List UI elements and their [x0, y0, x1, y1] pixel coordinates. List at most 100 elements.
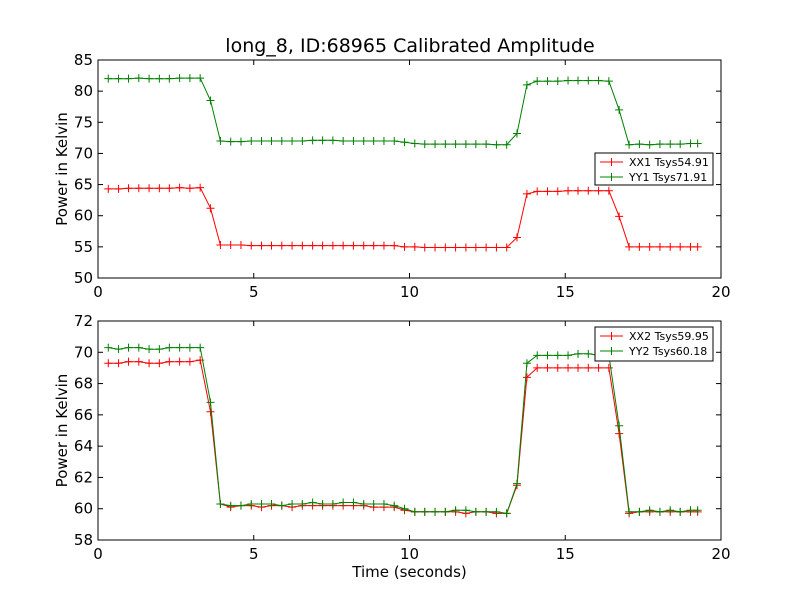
plot1-series-1-point — [615, 421, 624, 430]
plot0-series-0-point — [666, 242, 675, 251]
plot1-x-tick-label: 5 — [249, 545, 259, 563]
plot1-series-1-point — [645, 506, 654, 515]
plot1-legend-box — [594, 326, 714, 362]
plot0-series-1-point — [308, 136, 317, 145]
plot0-series-1-point — [349, 136, 358, 145]
plot0-series-1-point — [318, 136, 327, 145]
plot0-series-1-point — [441, 140, 450, 149]
plot0-series-0-point — [134, 184, 143, 193]
plot0-series-0-point — [328, 241, 337, 250]
plot0-series-1-point — [564, 76, 573, 85]
top-plot: 0 5 10 15 20 50 55 60 65 70 75 80 85 Power in Kelvin X… — [53, 51, 731, 301]
plot1-series-0-point — [615, 429, 624, 438]
plot0-series-0-point — [594, 186, 603, 195]
plot1-y-tick-label: 66 — [74, 406, 93, 424]
plot0-series-1-point — [584, 76, 593, 85]
plot1-series-1-point — [666, 506, 675, 515]
plot1-series-1-point — [267, 500, 276, 509]
plot1-series-1-point — [349, 498, 358, 507]
plot0-series-0-point — [676, 242, 685, 251]
plot0-series-0-point — [236, 240, 245, 249]
plot1-series-0-point — [553, 363, 562, 372]
plot1-series-0-point — [594, 363, 603, 372]
plot1-series-1-point — [318, 500, 327, 509]
plot0-series-1-point — [666, 140, 675, 149]
plot0-series-0-point — [114, 184, 123, 193]
plot1-x-tick-label: 10 — [400, 545, 419, 563]
plot0-y-tick-label: 65 — [74, 176, 93, 194]
plot1-y-tick-label: 60 — [74, 500, 93, 518]
plot0-series-0-point — [471, 243, 480, 252]
plot0-legend-box — [594, 152, 714, 186]
plot1-series-1-point — [185, 343, 194, 352]
plot1-series-1-point — [625, 507, 634, 516]
plot0-series-1-point — [328, 136, 337, 145]
plot0-series-0-point — [155, 184, 164, 193]
plot1-series-0-point — [185, 357, 194, 366]
plot0-series-0-point — [288, 241, 297, 250]
plot0-series-0-point — [247, 241, 256, 250]
figure-title: long_8, ID:68965 Calibrated Amplitude — [225, 35, 594, 57]
plot1-series-0-point — [564, 363, 573, 372]
plot0-y-tick-label: 60 — [74, 207, 93, 225]
plot0-series-1-point — [461, 140, 470, 149]
plot1-y-axis-label: Power in Kelvin — [53, 374, 71, 488]
plot0-series-0-point — [410, 242, 419, 251]
plot0-series-1-point — [410, 139, 419, 148]
plot0-series-0-point — [502, 243, 511, 252]
plot1-series-1-point — [369, 500, 378, 509]
plot1-series-0-point — [124, 357, 133, 366]
plot0-series-0-point — [574, 186, 583, 195]
plot0-legend-label-1: YY1 Tsys71.91 — [628, 171, 707, 184]
plot0-series-0-point — [615, 212, 624, 221]
plot0-series-0-point — [604, 186, 613, 195]
plot0-series-0-point — [267, 241, 276, 250]
plot0-series-1-point — [277, 136, 286, 145]
plot0-series-1-point — [502, 140, 511, 149]
plot0-series-1-point — [574, 76, 583, 85]
plot1-series-1-point — [155, 345, 164, 354]
plot0-series-0-point — [390, 241, 399, 250]
plot1-x-tick-label: 15 — [556, 545, 575, 563]
plot0-series-1-point — [185, 74, 194, 83]
plot1-series-0-point — [522, 373, 531, 382]
plot0-series-1-point — [594, 76, 603, 85]
plot0-series-1-point — [206, 96, 215, 105]
plot1-series-1-point — [420, 507, 429, 516]
plot1-series-1-point — [298, 500, 307, 509]
plot1-series-1-point — [308, 498, 317, 507]
plot1-series-1-point — [257, 500, 266, 509]
plot0-series-1-point — [655, 140, 664, 149]
plot1-x-tick-label: 0 — [93, 545, 103, 563]
plot1-y-tick-label: 72 — [74, 312, 93, 330]
plot0-series-1-point — [604, 77, 613, 86]
plot1-series-1-point — [431, 507, 440, 516]
plot0-series-0-point — [124, 184, 133, 193]
plot0-series-1-point — [216, 136, 225, 145]
plot0-y-tick-label: 75 — [74, 113, 93, 131]
plot1-series-0-point — [104, 359, 113, 368]
plot0-series-1-point — [522, 80, 531, 89]
plot0-series-0-point — [339, 241, 348, 250]
plot1-series-0-point — [165, 357, 174, 366]
plot0-y-tick-label: 80 — [74, 82, 93, 100]
plot1-series-1-point — [492, 507, 501, 516]
plot0-series-0-point — [441, 243, 450, 252]
plot1-y-tick-label: 64 — [74, 437, 93, 455]
plot1-series-1-point — [247, 500, 256, 509]
plot0-series-0-point — [655, 242, 664, 251]
plot1-series-1-point — [533, 351, 542, 360]
plot0-series-0-point — [318, 241, 327, 250]
plot0-series-1-point — [145, 74, 154, 83]
plot0-series-0-point — [522, 189, 531, 198]
plot1-legend-label-1: YY2 Tsys60.18 — [628, 345, 707, 358]
plot0-series-1-point — [431, 140, 440, 149]
plot1-series-1-point — [206, 398, 215, 407]
plot0-series-1-point — [645, 140, 654, 149]
plot1-legend-marker-1 — [607, 347, 616, 355]
plot0-series-1-point — [625, 140, 634, 149]
plot1-series-1-point — [574, 349, 583, 358]
plot0-series-0-point — [175, 183, 184, 192]
plot1-series-1-point — [564, 351, 573, 360]
plot0-y-tick-label: 70 — [74, 144, 93, 162]
